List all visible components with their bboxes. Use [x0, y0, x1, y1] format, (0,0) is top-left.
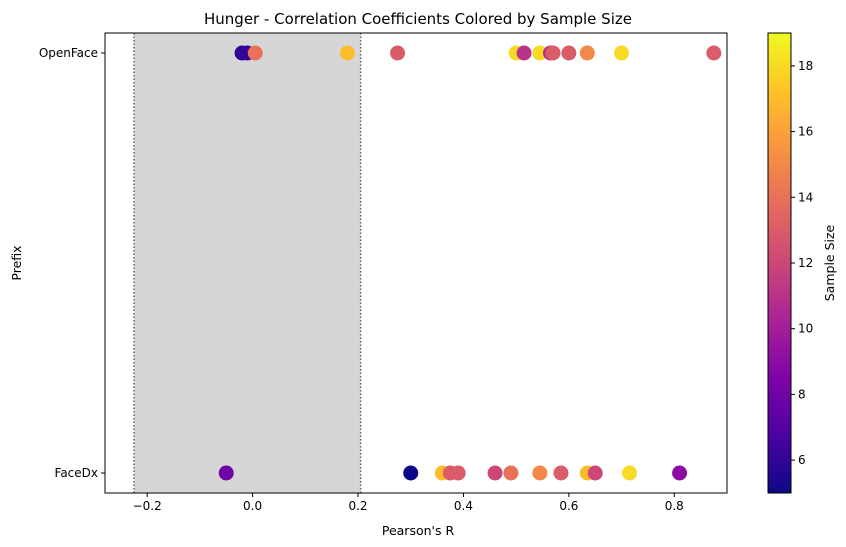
data-point-facedx	[672, 465, 688, 481]
colorbar	[767, 32, 792, 494]
data-point-openface	[339, 45, 355, 61]
x-tick-label: −0.2	[133, 499, 162, 513]
data-point-openface	[516, 45, 532, 61]
y-axis-label: Prefix	[9, 245, 24, 280]
data-point-openface	[706, 45, 722, 61]
data-point-openface	[561, 45, 577, 61]
colorbar-tick-label: 12	[798, 256, 813, 270]
data-point-facedx	[553, 465, 569, 481]
chart-title: Hunger - Correlation Coefficients Colore…	[204, 10, 632, 28]
y-tick-label-facedx: FaceDx	[55, 466, 98, 480]
y-tick-label-openface: OpenFace	[39, 46, 98, 60]
data-point-openface	[579, 45, 595, 61]
colorbar-tick-label: 18	[798, 59, 813, 73]
colorbar-tick-label: 8	[798, 387, 806, 401]
x-tick-label: 0.0	[243, 499, 262, 513]
data-point-facedx	[487, 465, 503, 481]
data-point-openface	[614, 45, 630, 61]
shaded-region	[133, 33, 361, 493]
colorbar-tick-label: 14	[798, 190, 813, 204]
data-point-facedx	[218, 465, 234, 481]
x-axis-label: Pearson's R	[382, 523, 455, 538]
data-point-facedx	[587, 465, 603, 481]
colorbar-label: Sample Size	[822, 224, 837, 301]
colorbar-tick-label: 6	[798, 453, 806, 467]
colorbar-tick-label: 16	[798, 125, 813, 139]
x-tick-label: 0.6	[559, 499, 578, 513]
data-point-facedx	[532, 465, 548, 481]
data-point-facedx	[621, 465, 637, 481]
x-tick-label: 0.2	[348, 499, 367, 513]
x-tick-label: 0.4	[454, 499, 473, 513]
data-point-facedx	[450, 465, 466, 481]
data-point-openface	[390, 45, 406, 61]
data-point-openface	[532, 45, 548, 61]
plot-frame	[104, 32, 728, 494]
x-tick-label: 0.8	[665, 499, 684, 513]
data-point-openface	[247, 45, 263, 61]
data-point-facedx	[503, 465, 519, 481]
colorbar-tick-label: 10	[798, 322, 813, 336]
data-point-openface	[545, 45, 561, 61]
data-point-facedx	[403, 465, 419, 481]
